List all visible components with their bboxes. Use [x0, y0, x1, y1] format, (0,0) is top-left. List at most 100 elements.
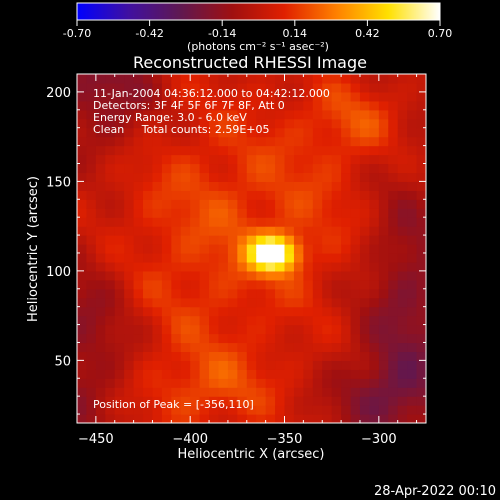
heatmap-cell: [209, 333, 220, 344]
heatmap-cell: [227, 190, 238, 200]
heatmap-cell: [312, 396, 323, 406]
heatmap-cell: [227, 154, 238, 165]
heatmap-cell: [171, 252, 182, 263]
heatmap-cell: [124, 342, 135, 353]
heatmap-cell: [180, 163, 191, 174]
heatmap-cell: [322, 145, 333, 156]
heatmap-cell: [190, 145, 201, 156]
heatmap-cell: [293, 387, 304, 397]
heatmap-cell: [86, 100, 97, 111]
heatmap-cell: [416, 235, 426, 245]
heatmap-cell: [397, 396, 408, 406]
heatmap-cell: [341, 109, 352, 120]
heatmap-cell: [246, 154, 257, 165]
heatmap-cell: [359, 100, 370, 111]
heatmap-cell: [199, 145, 210, 156]
info-energy-range: Energy Range: 3.0 - 6.0 keV: [93, 111, 247, 124]
heatmap-cell: [237, 252, 248, 263]
heatmap-cell: [114, 270, 125, 281]
heatmap-cell: [161, 118, 172, 129]
heatmap-cell: [312, 342, 323, 353]
heatmap-cell: [86, 172, 97, 182]
heatmap-cell: [133, 154, 144, 165]
heatmap-cell: [397, 91, 408, 102]
heatmap-cell: [237, 297, 248, 308]
heatmap-cell: [293, 414, 304, 423]
heatmap-cell: [77, 109, 88, 120]
heatmap-cell: [265, 91, 276, 102]
heatmap-cell: [350, 154, 361, 165]
heatmap-cell: [124, 288, 135, 299]
heatmap-cell: [209, 145, 220, 156]
heatmap-cell: [331, 252, 342, 263]
heatmap-cell: [331, 235, 342, 245]
heatmap-cell: [95, 270, 106, 281]
heatmap-cell: [378, 82, 389, 93]
heatmap-cell: [227, 315, 238, 326]
heatmap-cell: [246, 163, 257, 174]
heatmap-cell: [293, 199, 304, 209]
heatmap-cell: [256, 109, 267, 120]
heatmap-cells: [77, 74, 426, 423]
heatmap-cell: [265, 279, 276, 290]
heatmap-cell: [407, 288, 418, 299]
heatmap-cell: [284, 270, 295, 281]
heatmap-cell: [256, 396, 267, 406]
heatmap-cell: [86, 208, 97, 218]
heatmap-cell: [284, 306, 295, 317]
heatmap-cell: [161, 324, 172, 335]
heatmap-cell: [246, 270, 257, 281]
heatmap-cell: [322, 118, 333, 129]
heatmap-cell: [303, 405, 314, 415]
heatmap-cell: [95, 199, 106, 209]
heatmap-cell: [227, 163, 238, 174]
heatmap-cell: [199, 82, 210, 93]
heatmap-cell: [161, 351, 172, 361]
heatmap-cell: [312, 226, 323, 236]
heatmap-cell: [77, 351, 88, 361]
heatmap-cell: [152, 109, 163, 120]
heatmap-cell: [293, 360, 304, 370]
heatmap-cell: [359, 199, 370, 209]
heatmap-cell: [322, 288, 333, 299]
heatmap-cell: [303, 288, 314, 299]
heatmap-cell: [180, 315, 191, 326]
heatmap-cell: [209, 91, 220, 102]
heatmap-cell: [209, 342, 220, 353]
heatmap-cell: [105, 74, 116, 84]
heatmap-cell: [369, 333, 380, 344]
heatmap-cell: [397, 297, 408, 308]
heatmap-cell: [265, 145, 276, 156]
heatmap-cell: [152, 217, 163, 227]
heatmap-cell: [369, 235, 380, 245]
heatmap-cell: [275, 333, 286, 344]
heatmap-cell: [227, 288, 238, 299]
heatmap-cell: [133, 217, 144, 227]
heatmap-cell: [341, 82, 352, 93]
heatmap-cell: [209, 315, 220, 326]
heatmap-cell: [95, 396, 106, 406]
heatmap-cell: [95, 91, 106, 102]
heatmap-cell: [161, 279, 172, 290]
heatmap-cell: [246, 414, 257, 423]
heatmap-cell: [227, 244, 238, 254]
heatmap-cell: [180, 387, 191, 397]
heatmap-cell: [218, 172, 229, 182]
heatmap-cell: [293, 91, 304, 102]
heatmap-cell: [341, 145, 352, 156]
heatmap-cell: [114, 324, 125, 335]
heatmap-cell: [105, 136, 116, 147]
heatmap-cell: [350, 82, 361, 93]
heatmap-cell: [95, 342, 106, 353]
heatmap-cell: [114, 405, 125, 415]
heatmap-cell: [161, 181, 172, 191]
heatmap-cell: [124, 82, 135, 93]
heatmap-cell: [218, 217, 229, 227]
heatmap-cell: [133, 127, 144, 138]
heatmap-cell: [105, 333, 116, 344]
heatmap-cell: [180, 324, 191, 335]
heatmap-cell: [77, 100, 88, 111]
heatmap-cell: [246, 351, 257, 361]
heatmap-cell: [237, 244, 248, 254]
heatmap-cell: [359, 306, 370, 317]
